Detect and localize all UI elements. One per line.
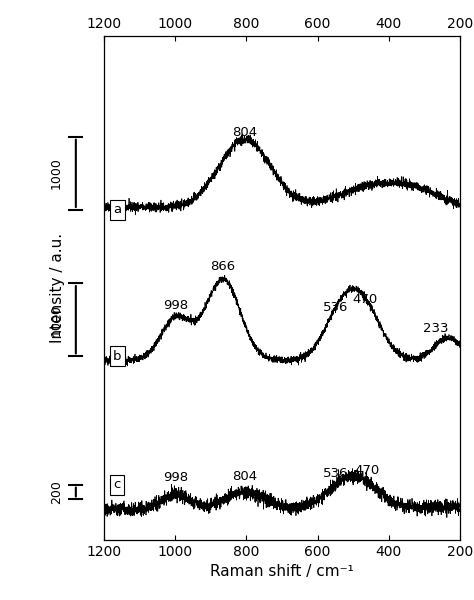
Text: a: a: [113, 203, 121, 217]
X-axis label: Raman shift / cm⁻¹: Raman shift / cm⁻¹: [210, 565, 354, 580]
Text: 804: 804: [232, 470, 258, 483]
Text: 998: 998: [164, 299, 189, 313]
Text: 804: 804: [232, 126, 258, 139]
Y-axis label: Intensity / a.u.: Intensity / a.u.: [50, 233, 65, 343]
Text: 470: 470: [352, 293, 377, 306]
Text: 998: 998: [164, 471, 189, 484]
Text: 1000: 1000: [50, 157, 63, 190]
Text: 536: 536: [323, 467, 349, 480]
Text: b: b: [113, 350, 122, 363]
Text: 200: 200: [50, 480, 63, 504]
Text: 470: 470: [354, 464, 379, 476]
Text: 233: 233: [422, 322, 448, 335]
Text: 536: 536: [323, 301, 349, 314]
Text: 866: 866: [210, 260, 236, 274]
Text: c: c: [114, 478, 121, 491]
Text: 1000: 1000: [50, 304, 63, 335]
